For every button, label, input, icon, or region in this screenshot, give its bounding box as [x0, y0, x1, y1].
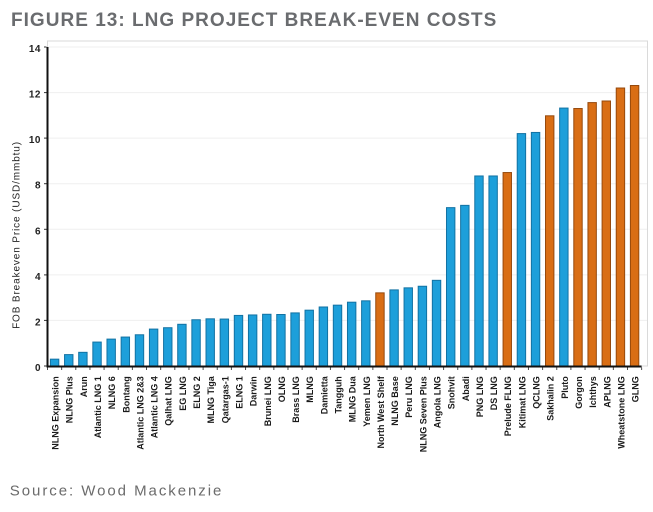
- svg-text:Prelude FLNG: Prelude FLNG: [503, 376, 513, 436]
- svg-text:Abadi: Abadi: [461, 376, 471, 401]
- svg-text:APLNG: APLNG: [602, 376, 612, 408]
- svg-text:Brass LNG: Brass LNG: [291, 376, 301, 423]
- svg-text:MLNG Tiga: MLNG Tiga: [206, 375, 216, 423]
- svg-text:6: 6: [35, 226, 41, 237]
- svg-text:NLNG 6: NLNG 6: [107, 376, 117, 409]
- svg-text:10: 10: [29, 135, 41, 146]
- svg-text:Wheatstone LNG: Wheatstone LNG: [616, 376, 626, 449]
- svg-text:Darwin: Darwin: [249, 376, 259, 406]
- svg-text:Damietta: Damietta: [319, 375, 329, 414]
- svg-text:MLNG: MLNG: [305, 376, 315, 403]
- svg-text:Pluto: Pluto: [560, 376, 570, 399]
- svg-text:Qatargas-1: Qatargas-1: [220, 376, 230, 423]
- svg-text:Atlantic LNG 4: Atlantic LNG 4: [150, 376, 160, 438]
- svg-text:North West Shelf: North West Shelf: [376, 375, 386, 448]
- svg-text:0: 0: [35, 363, 41, 374]
- svg-text:FOB Breakeven Price (USD/mmbtu: FOB Breakeven Price (USD/mmbtu): [12, 141, 23, 329]
- svg-text:2: 2: [35, 317, 41, 328]
- svg-text:NLNG Base: NLNG Base: [390, 376, 400, 426]
- svg-text:8: 8: [35, 181, 41, 192]
- svg-text:Ichthys: Ichthys: [588, 376, 598, 408]
- svg-text:NLNG Expansion: NLNG Expansion: [51, 376, 61, 450]
- svg-text:QCLNG: QCLNG: [532, 376, 542, 409]
- svg-text:Snohvit: Snohvit: [447, 376, 457, 409]
- svg-text:NLNG Plus: NLNG Plus: [65, 376, 75, 423]
- svg-text:OLNG: OLNG: [277, 376, 287, 402]
- svg-text:Atlantic LNG 2&3: Atlantic LNG 2&3: [135, 376, 145, 450]
- svg-text:Yemen LNG: Yemen LNG: [362, 376, 372, 427]
- svg-text:Angola LNG: Angola LNG: [433, 376, 443, 428]
- svg-text:Peru LNG: Peru LNG: [404, 376, 414, 418]
- svg-text:EG LNG: EG LNG: [178, 376, 188, 411]
- svg-text:MLNG Dua: MLNG Dua: [348, 375, 358, 422]
- svg-text:Qalhat LNG: Qalhat LNG: [164, 376, 174, 426]
- svg-text:Sakhalin 2: Sakhalin 2: [546, 376, 556, 421]
- svg-text:Tangguh: Tangguh: [333, 376, 343, 413]
- svg-text:NLNG Seven Plus: NLNG Seven Plus: [418, 376, 428, 452]
- svg-text:Atlantic LNG 1: Atlantic LNG 1: [93, 376, 103, 438]
- svg-text:DS LNG: DS LNG: [489, 376, 499, 410]
- svg-text:ELNG 2: ELNG 2: [192, 376, 202, 409]
- svg-text:Source: Wood Mackenzie: Source: Wood Mackenzie: [10, 483, 224, 500]
- svg-text:Bontang: Bontang: [121, 376, 131, 413]
- svg-text:12: 12: [29, 90, 41, 101]
- svg-text:Arun: Arun: [79, 376, 89, 397]
- svg-text:14: 14: [29, 44, 41, 55]
- svg-text:PNG LNG: PNG LNG: [475, 376, 485, 417]
- svg-text:FIGURE 13: LNG PROJECT BREAK-E: FIGURE 13: LNG PROJECT BREAK-EVEN COSTS: [11, 10, 497, 31]
- svg-text:4: 4: [35, 272, 41, 283]
- svg-text:GLNG: GLNG: [631, 376, 641, 402]
- svg-text:ELNG 1: ELNG 1: [234, 376, 244, 409]
- svg-text:Kitimat LNG: Kitimat LNG: [517, 376, 527, 428]
- svg-text:Brunei LNG: Brunei LNG: [263, 376, 273, 426]
- svg-text:Gorgon: Gorgon: [574, 376, 584, 409]
